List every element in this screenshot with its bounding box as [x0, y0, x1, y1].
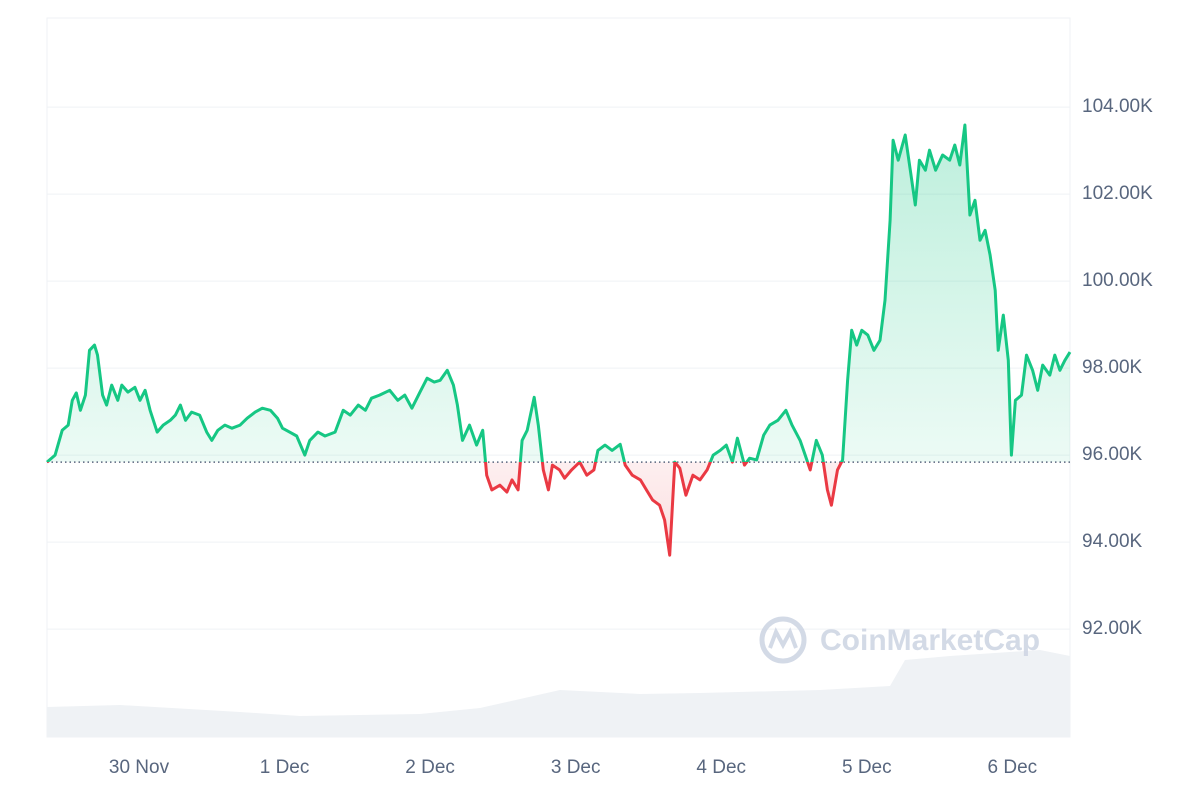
y-tick-label: 102.00K: [1082, 183, 1153, 204]
x-tick-label: 2 Dec: [405, 757, 455, 778]
y-tick-label: 92.00K: [1082, 618, 1143, 639]
watermark-logo: [759, 616, 807, 664]
y-tick-label: 100.00K: [1082, 270, 1153, 291]
y-tick-label: 96.00K: [1082, 444, 1143, 465]
watermark: CoinMarketCap: [759, 616, 1040, 664]
watermark-logo-mark: [768, 627, 798, 650]
watermark-text: CoinMarketCap: [820, 624, 1040, 657]
y-tick-label: 98.00K: [1082, 357, 1143, 378]
x-tick-label: 30 Nov: [109, 757, 170, 778]
x-tick-label: 5 Dec: [842, 757, 892, 778]
x-tick-label: 6 Dec: [988, 757, 1038, 778]
x-tick-label: 4 Dec: [696, 757, 746, 778]
volume-area: [47, 650, 1070, 737]
y-tick-label: 104.00K: [1082, 96, 1153, 117]
y-tick-label: 94.00K: [1082, 531, 1143, 552]
price-line: [46, 123, 1072, 557]
x-tick-label: 3 Dec: [551, 757, 601, 778]
x-tick-label: 1 Dec: [260, 757, 310, 778]
